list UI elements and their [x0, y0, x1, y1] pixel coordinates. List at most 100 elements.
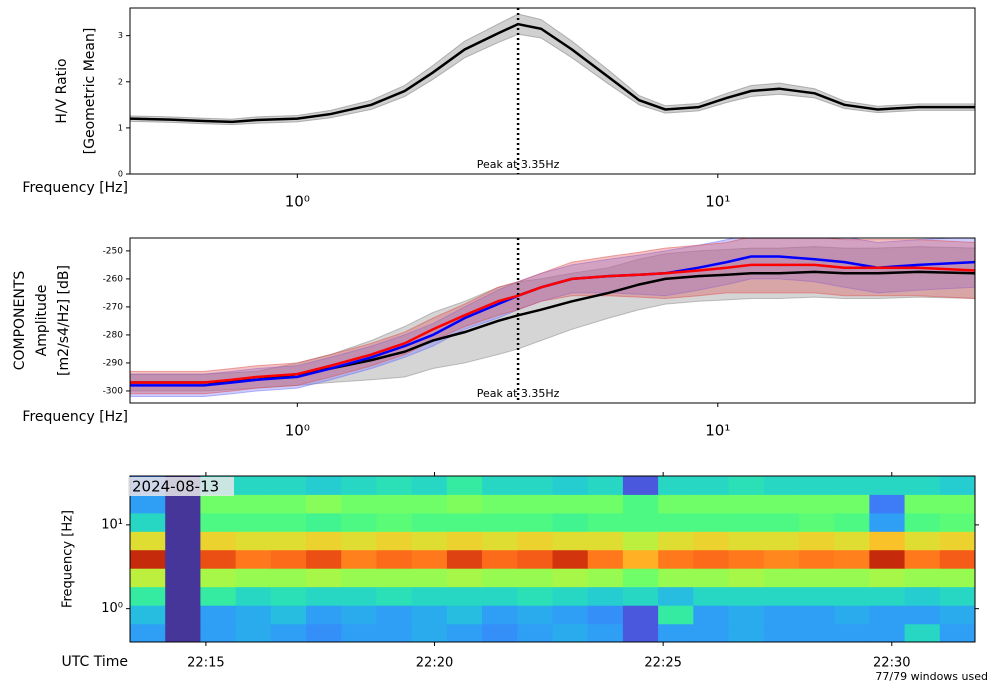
heatmap-cell [728, 623, 765, 642]
heatmap-cell [446, 568, 483, 588]
heatmap-cell [482, 586, 518, 606]
heatmap-cell [587, 623, 624, 642]
heatmap-cell [869, 549, 906, 569]
heatmap-cell [939, 568, 975, 588]
y-tick-label: 10⁰ [101, 601, 123, 616]
y-tick-label: 1 [118, 123, 123, 132]
heatmap-cell [658, 568, 694, 588]
heatmap-cell [200, 549, 237, 569]
heatmap-cell [376, 549, 413, 569]
heatmap-cell [270, 623, 307, 642]
x-axis-label: Frequency [Hz] [22, 180, 128, 196]
heatmap-cell [200, 494, 237, 514]
heatmap-cell [517, 623, 553, 642]
heatmap-cell [130, 512, 166, 532]
heatmap-cell [306, 531, 342, 551]
heatmap-cell [376, 531, 413, 551]
heatmap-cell [376, 568, 413, 588]
heatmap-cell [130, 568, 166, 588]
heatmap-cell [517, 531, 553, 551]
heatmap-cell [693, 623, 730, 642]
heatmap-cell [200, 623, 237, 642]
heatmap-cell [376, 586, 413, 606]
heatmap-cell [235, 586, 272, 606]
heatmap-cell [622, 531, 659, 551]
heatmap-cell [482, 568, 518, 588]
heatmap-cell [165, 549, 201, 569]
heatmap-cell [411, 476, 448, 495]
heatmap-cell [446, 586, 483, 606]
footer-note: 77/79 windows used [875, 670, 988, 683]
heatmap-cell [552, 586, 589, 606]
x-tick-label: 10¹ [705, 193, 730, 211]
heatmap-cell [658, 494, 694, 514]
heatmap-cell [552, 623, 589, 642]
heatmap-cell [904, 623, 941, 642]
heatmap-cell [517, 476, 553, 495]
heatmap-cell [658, 623, 694, 642]
heatmap-cell [552, 549, 589, 569]
heatmap-cell [306, 623, 342, 642]
heatmap-cell [587, 605, 624, 625]
heatmap-cell [904, 494, 941, 514]
heatmap-cell [904, 549, 941, 569]
x-tick-label: 10⁰ [285, 193, 310, 211]
x-tick-label: 22:15 [187, 656, 224, 671]
heatmap-cell [658, 549, 694, 569]
heatmap-cell [341, 476, 377, 495]
heatmap-cell [482, 605, 518, 625]
heatmap-cell [904, 476, 941, 495]
heatmap-cell [798, 512, 835, 532]
heatmap-cell [411, 512, 448, 532]
y-axis-label: [m2/s4/Hz] [dB] [56, 265, 72, 376]
heatmap-cell [693, 494, 730, 514]
heatmap-cell [446, 476, 483, 495]
heatmap-cell [482, 476, 518, 495]
heatmap-cell [728, 605, 765, 625]
heatmap-cell [376, 623, 413, 642]
heatmap-cell [693, 476, 730, 495]
heatmap-cell [798, 531, 835, 551]
heatmap-cell [728, 549, 765, 569]
heatmap-cell [939, 476, 975, 495]
y-tick-label: -300 [103, 386, 124, 396]
heatmap-cell [446, 531, 483, 551]
y-tick-label: 0 [118, 170, 123, 179]
heatmap-cell [341, 512, 377, 532]
heatmap-cell [552, 512, 589, 532]
heatmap-cell [798, 605, 835, 625]
heatmap-cell [446, 494, 483, 514]
heatmap-cell [482, 549, 518, 569]
heatmap-cell [587, 476, 624, 495]
x-tick-label: 22:30 [873, 656, 910, 671]
heatmap-cell [552, 476, 589, 495]
x-tick-label: 10⁰ [285, 422, 310, 440]
heatmap-cell [587, 512, 624, 532]
heatmap-cell [517, 549, 553, 569]
y-axis-label: COMPONENTS [12, 271, 28, 371]
heatmap-cell [235, 531, 272, 551]
heatmap-cell [904, 586, 941, 606]
band [130, 13, 975, 126]
heatmap-cell [235, 476, 272, 495]
heatmap-cell [130, 549, 166, 569]
heatmap-cell [904, 531, 941, 551]
heatmap-cell [200, 568, 237, 588]
plot-area [130, 476, 975, 642]
heatmap-cell [130, 586, 166, 606]
heatmap-cell [270, 512, 307, 532]
heatmap-cell [869, 605, 906, 625]
heatmap-cell [552, 494, 589, 514]
heatmap-cell [693, 586, 730, 606]
heatmap-cell [658, 531, 694, 551]
heatmap-cell [165, 512, 201, 532]
line [130, 263, 975, 384]
heatmap-cell [728, 586, 765, 606]
heatmap-cell [693, 568, 730, 588]
heatmap-cell [341, 623, 377, 642]
heatmap-cell [306, 476, 342, 495]
heatmap-cell [834, 586, 870, 606]
y-tick-label: -260 [103, 274, 124, 284]
heatmap-cell [235, 623, 272, 642]
